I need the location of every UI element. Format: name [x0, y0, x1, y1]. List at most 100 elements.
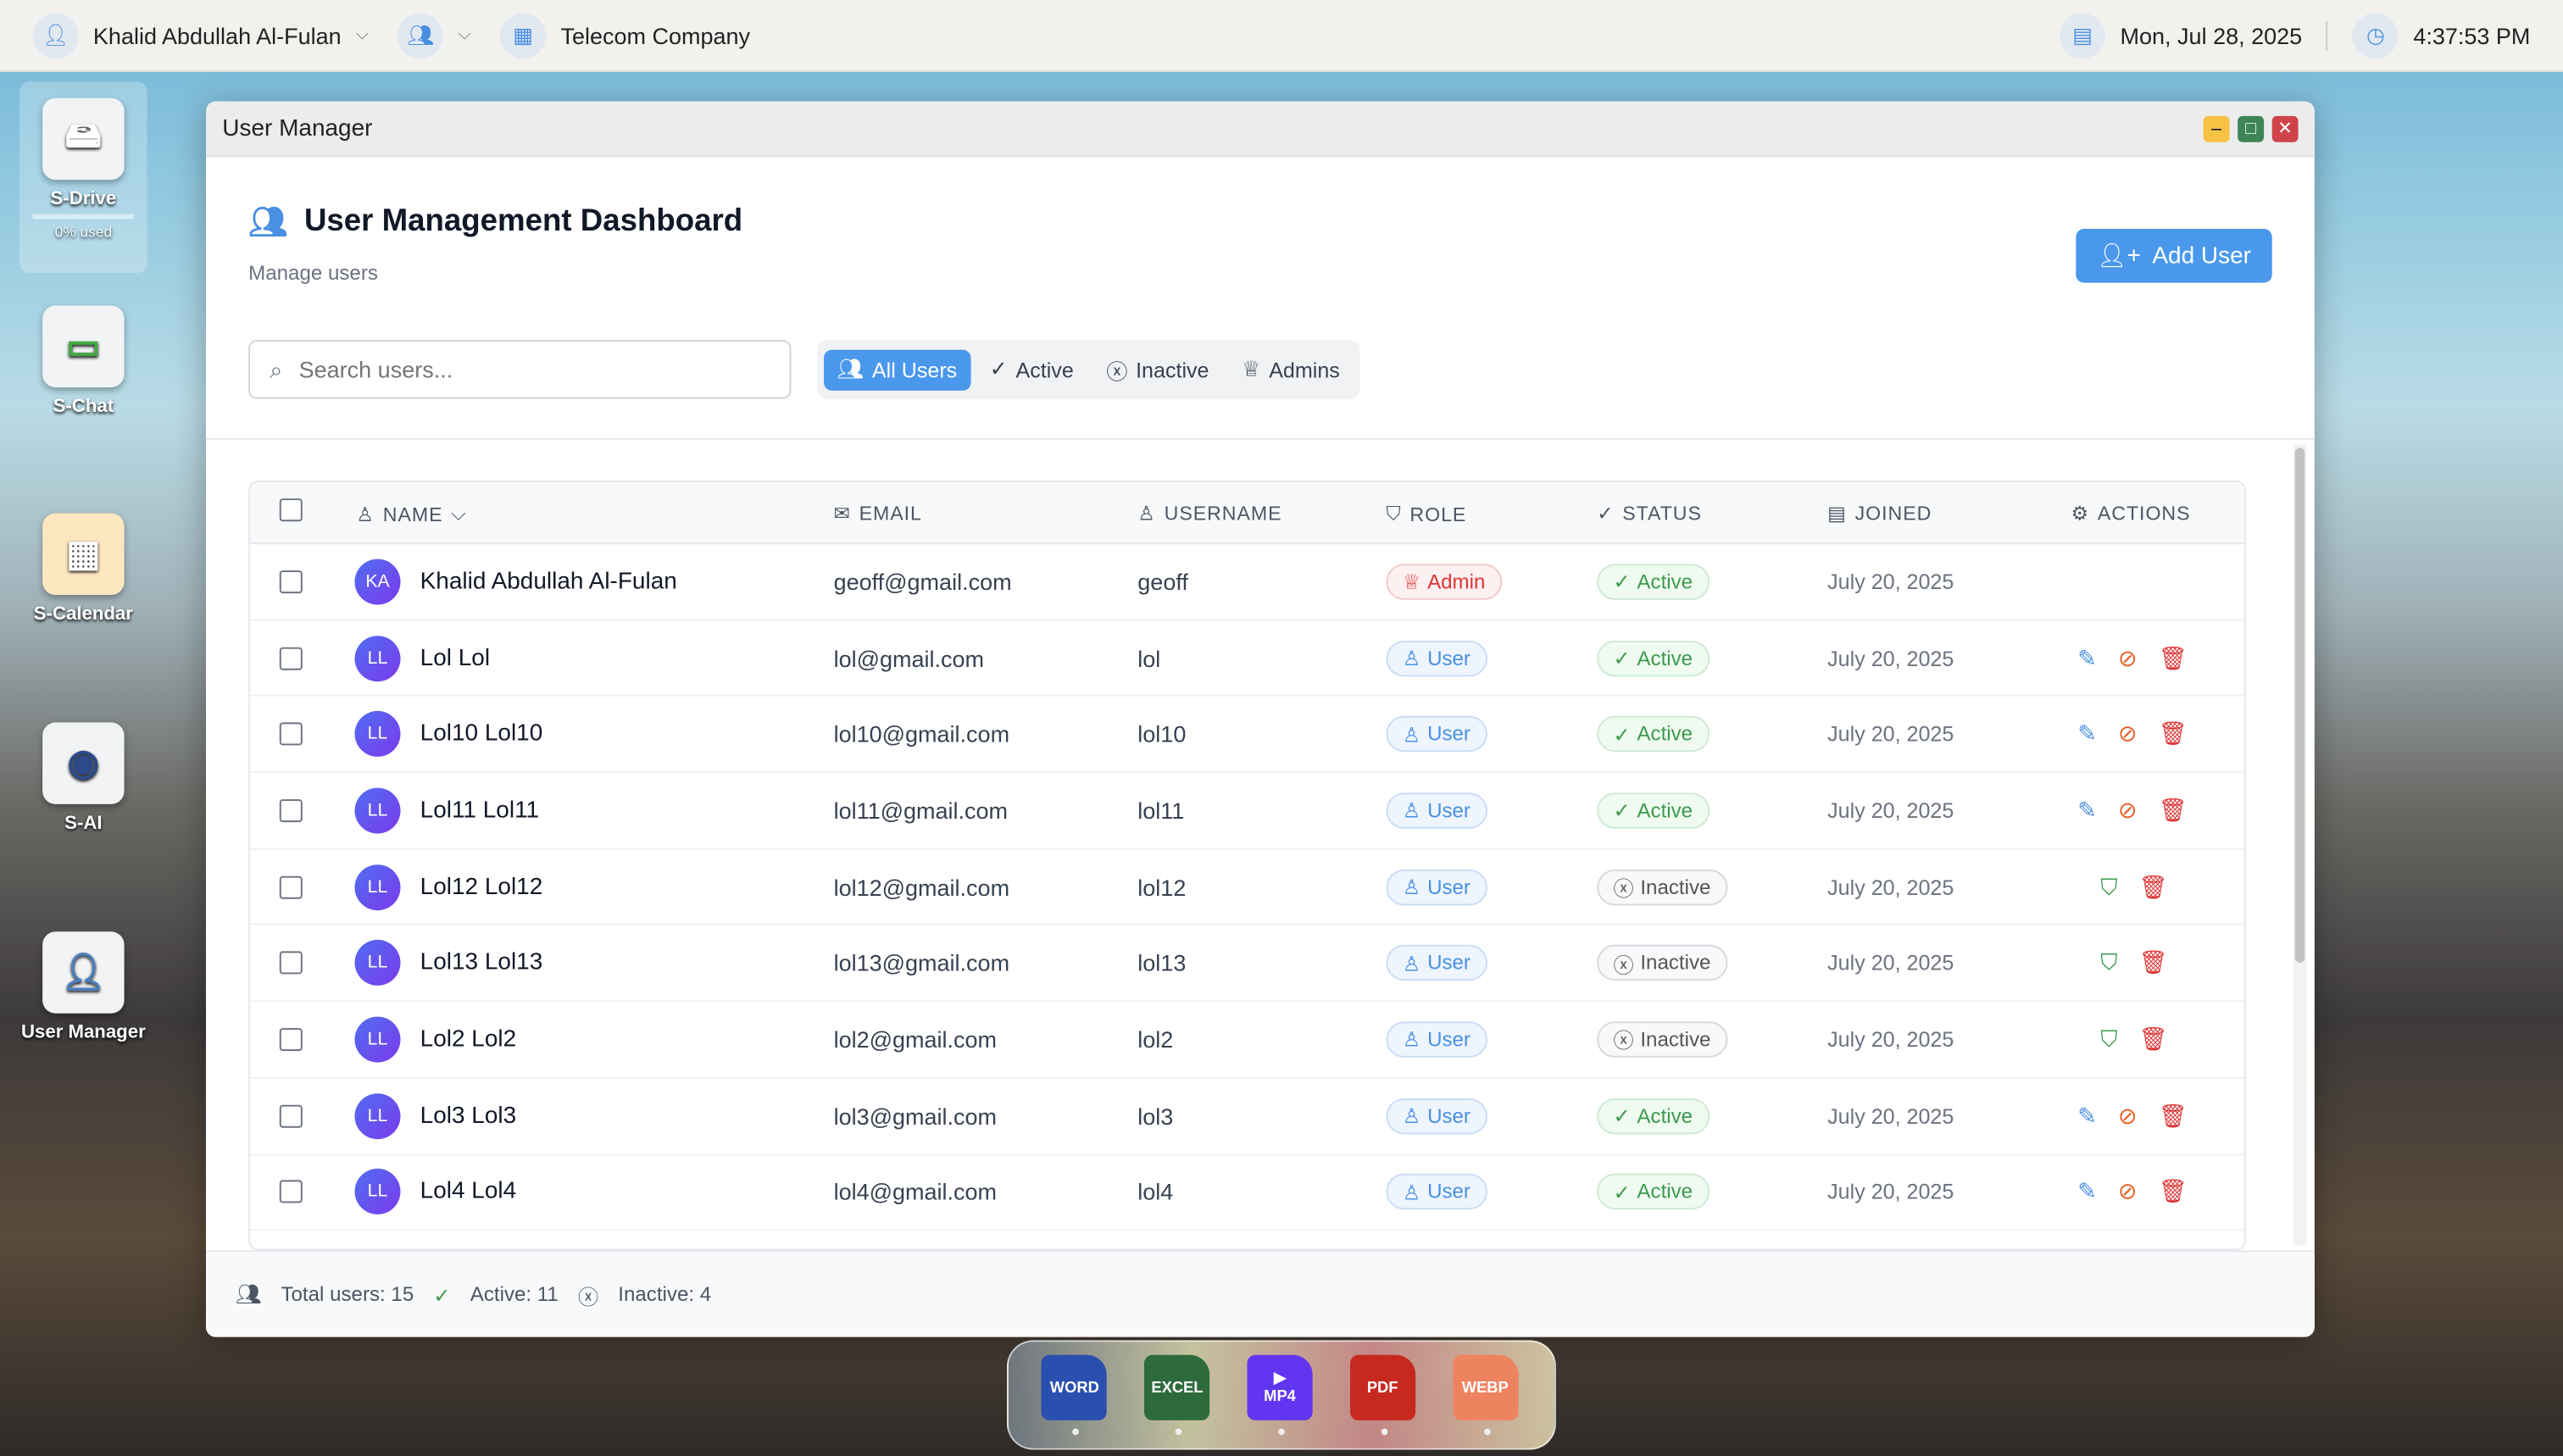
table-row[interactable]: LL Lol11 Lol11 lol11@gmail.com lol11 ♙ Us…: [250, 773, 2244, 850]
desktop-icon-s-chat[interactable]: ▭ S-Chat: [19, 305, 147, 417]
edit-icon[interactable]: ✎: [2077, 1102, 2097, 1129]
user-email: lol13@gmail.com: [833, 950, 1010, 976]
close-button[interactable]: ✕: [2271, 114, 2299, 142]
dock-item-word[interactable]: WORD: [1042, 1354, 1110, 1448]
avatar: LL: [354, 1092, 401, 1139]
shield-off-icon[interactable]: ⊘: [2117, 643, 2138, 670]
row-checkbox[interactable]: [279, 951, 303, 975]
user-name: Lol12 Lol12: [420, 874, 543, 900]
select-all-checkbox[interactable]: [279, 498, 303, 522]
search-box[interactable]: ⌕: [248, 340, 792, 399]
table-row[interactable]: LL Lol12 Lol12 lol12@gmail.com lol12 ♙ Us…: [250, 849, 2244, 926]
desktop-icon-s-ai[interactable]: ◉ S-AI: [19, 722, 147, 834]
user-email: lol2@gmail.com: [833, 1026, 998, 1053]
role-badge: ♙ User: [1386, 640, 1487, 676]
user-email: lol3@gmail.com: [833, 1103, 998, 1129]
row-checkbox[interactable]: [279, 1104, 303, 1128]
row-checkbox[interactable]: [279, 646, 303, 670]
edit-icon[interactable]: ✎: [2077, 643, 2097, 670]
trash-icon[interactable]: 🗑︎: [2138, 873, 2168, 899]
edit-icon[interactable]: ✎: [2077, 1178, 2097, 1205]
role-badge: ♙ User: [1386, 945, 1487, 981]
filter-admins[interactable]: ♕ Admins: [1229, 349, 1354, 390]
users-icon: 👥︎: [837, 356, 865, 381]
desktop-icon-s-drive[interactable]: 🖴 S-Drive 0% used: [19, 81, 147, 274]
row-checkbox[interactable]: [279, 798, 303, 822]
chevron-down-icon: ⌵: [356, 25, 369, 45]
scrollbar-thumb[interactable]: [2294, 447, 2305, 963]
trash-icon[interactable]: 🗑︎: [2138, 1025, 2168, 1052]
table-row[interactable]: LL Lol3 Lol3 lol3@gmail.com lol3 ♙ User ✓…: [250, 1078, 2244, 1155]
desktop-icon-user-manager[interactable]: 👤︎ User Manager: [19, 931, 147, 1042]
shield-icon[interactable]: ⛉: [2100, 1025, 2118, 1052]
check-circle-icon: ✓: [1613, 647, 1631, 670]
table-row[interactable]: LL Lol13 Lol13 lol13@gmail.com lol13 ♙ Us…: [250, 925, 2244, 1003]
add-user-button[interactable]: 👤︎+ Add User: [2076, 228, 2272, 283]
filter-active[interactable]: ✓ Active: [976, 349, 1087, 390]
top-bar: 👤︎ Khalid Abdullah Al-Fulan ⌵ 👥︎ ⌵ ▦ Telecom…: [0, 0, 2563, 72]
row-checkbox[interactable]: [279, 875, 303, 898]
users-icon: 👥︎: [235, 1281, 262, 1305]
dock-item-mp4[interactable]: ▶ MP4: [1247, 1354, 1315, 1448]
edit-icon[interactable]: ✎: [2077, 720, 2097, 747]
table-row[interactable]: LL Lol4 Lol4 lol4@gmail.com lol4 ♙ User ✓…: [250, 1155, 2244, 1231]
running-indicator: [1072, 1428, 1080, 1436]
trash-icon[interactable]: 🗑︎: [2158, 1102, 2188, 1129]
trash-icon[interactable]: 🗑︎: [2158, 643, 2188, 670]
trash-icon[interactable]: 🗑︎: [2158, 1178, 2188, 1205]
status-text: Active: [1637, 646, 1693, 670]
table-row[interactable]: LL Lol10 Lol10 lol10@gmail.com lol10 ♙ Us…: [250, 697, 2244, 774]
dock-label: PDF: [1366, 1378, 1398, 1397]
shield-icon[interactable]: ⛉: [2100, 949, 2118, 975]
avatar: LL: [354, 1169, 401, 1215]
joined-date: July 20, 2025: [1827, 645, 1954, 670]
user-icon: ♙: [1402, 799, 1421, 823]
table-row[interactable]: LL Lol Lol lol@gmail.com lol ♙ User ✓ Acti…: [250, 620, 2244, 697]
dock-item-pdf[interactable]: PDF: [1349, 1354, 1419, 1448]
divider: [2327, 20, 2329, 50]
header-email: ✉ EMAIL: [834, 502, 922, 525]
dock-item-webp[interactable]: WEBP: [1452, 1354, 1521, 1448]
shield-icon[interactable]: ⛉: [2100, 873, 2118, 899]
running-indicator: [1483, 1428, 1491, 1436]
edit-icon[interactable]: ✎: [2077, 796, 2097, 823]
row-checkbox[interactable]: [279, 570, 303, 593]
row-actions: ✎ ⊘ 🗑︎: [2077, 1178, 2188, 1206]
desktop-icon-s-calendar[interactable]: ▦ S-Calendar: [19, 513, 147, 625]
role-badge: ♙ User: [1386, 1098, 1487, 1134]
header-name[interactable]: ♙ NAME ⌵: [356, 502, 466, 526]
table-row[interactable]: KA Khalid Abdullah Al-Fulan geoff@gmail.…: [250, 544, 2244, 621]
search-input[interactable]: [298, 356, 757, 383]
scrollbar[interactable]: [2293, 444, 2307, 1246]
maximize-button[interactable]: □: [2238, 114, 2265, 142]
filter-inactive[interactable]: ⓧ Inactive: [1093, 349, 1222, 390]
user-menu[interactable]: 👤︎ Khalid Abdullah Al-Fulan ⌵: [32, 12, 369, 58]
row-checkbox[interactable]: [279, 1028, 303, 1052]
user-username: lol11: [1137, 797, 1185, 824]
trash-icon[interactable]: 🗑︎: [2138, 949, 2168, 975]
role-text: User: [1427, 875, 1471, 898]
shield-off-icon[interactable]: ⊘: [2117, 1178, 2138, 1205]
row-actions: ⛉ 🗑︎: [2100, 1025, 2168, 1053]
crown-icon: ♕: [1242, 356, 1261, 381]
status-badge: ✓ Active: [1597, 564, 1710, 600]
trash-icon[interactable]: 🗑︎: [2158, 796, 2188, 823]
company[interactable]: ▦ Telecom Company: [500, 12, 750, 58]
minimize-button[interactable]: –: [2203, 114, 2230, 142]
table-row[interactable]: LL Lol2 Lol2 lol2@gmail.com lol2 ♙ User ⓧ…: [250, 1002, 2244, 1079]
shield-off-icon[interactable]: ⊘: [2117, 720, 2138, 747]
footer-stats: 👥︎ Total users: 15 ✓ Active: 11 ⓧ Inactive:…: [205, 1250, 2315, 1337]
filter-all-users[interactable]: 👥︎ All Users: [823, 348, 970, 390]
row-checkbox[interactable]: [279, 722, 303, 746]
shield-off-icon[interactable]: ⊘: [2117, 796, 2138, 823]
running-indicator: [1381, 1428, 1387, 1436]
dock-item-excel[interactable]: EXCEL: [1144, 1354, 1213, 1448]
row-actions: ✎ ⊘ 🗑︎: [2077, 720, 2188, 748]
title-bar[interactable]: User Manager – □ ✕: [205, 101, 2315, 158]
row-checkbox[interactable]: [279, 1181, 303, 1204]
user-manager-icon: 👤︎: [42, 931, 125, 1014]
trash-icon[interactable]: 🗑︎: [2158, 720, 2188, 747]
users-switcher[interactable]: 👥︎ ⌵: [398, 12, 470, 58]
icon-label: S-AI: [64, 814, 103, 834]
shield-off-icon[interactable]: ⊘: [2117, 1102, 2138, 1129]
